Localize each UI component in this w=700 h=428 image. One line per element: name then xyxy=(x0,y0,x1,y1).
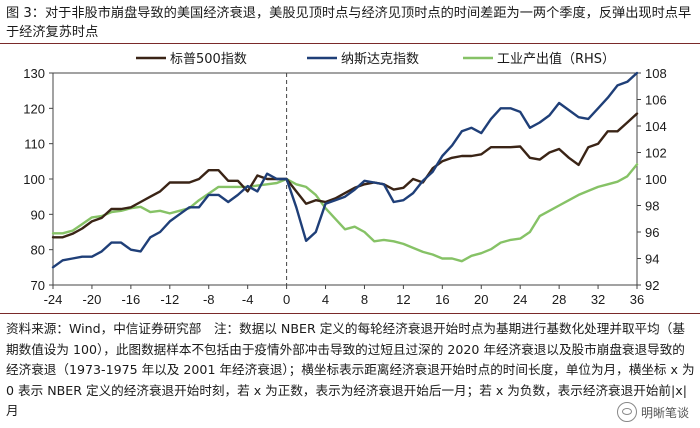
y-right-tick-label: 102 xyxy=(645,146,667,161)
x-tick-label: 20 xyxy=(474,292,488,307)
y-left-tick-label: 120 xyxy=(23,101,45,116)
x-tick-label: -16 xyxy=(121,292,140,307)
y-left-tick-label: 100 xyxy=(23,172,45,187)
y-right-tick-label: 98 xyxy=(645,199,659,214)
x-tick-label: -12 xyxy=(160,292,179,307)
y-left-tick-label: 90 xyxy=(31,207,45,222)
y-left-tick-label: 130 xyxy=(23,66,45,81)
plot-frame xyxy=(52,72,638,286)
x-tick-label: 32 xyxy=(591,292,605,307)
x-tick-label: 16 xyxy=(435,292,449,307)
y-left-tick-label: 110 xyxy=(24,137,45,152)
figure-title: 图 3：对于非股市崩盘导致的美国经济衰退，美股见顶时点与经济见顶时点的时间差距为… xyxy=(6,6,692,40)
watermark: 明晰笔谈 xyxy=(613,402,692,422)
x-tick-label: -4 xyxy=(242,292,254,307)
y-right-tick-label: 100 xyxy=(645,172,667,187)
note-divider xyxy=(0,313,700,314)
y-right-tick-label: 106 xyxy=(645,93,667,108)
x-tick-label: 4 xyxy=(322,292,329,307)
y-right-tick-label: 96 xyxy=(645,225,659,240)
line-chart: -24 -20 -16 -12 -8 -4 0 4 8 12 16 20 24 28 32 36 70 80 90 1… xyxy=(23,51,667,307)
title-divider xyxy=(0,43,700,44)
source-note: 资料来源：Wind，中信证券研究部 注：数据以 NBER 定义的每轮经济衰退开始… xyxy=(6,321,695,418)
y-left-tick-label: 80 xyxy=(31,243,45,258)
y-right-tick-label: 92 xyxy=(645,278,659,293)
y-left-tick-label: 70 xyxy=(31,278,45,293)
x-tick-label: 0 xyxy=(283,292,290,307)
x-tick-label: 8 xyxy=(361,292,368,307)
y-right-tick-label: 94 xyxy=(645,252,659,267)
wechat-icon xyxy=(616,402,637,422)
x-tick-label: 24 xyxy=(513,292,527,307)
y-right-tick-label: 104 xyxy=(645,119,667,134)
nasdaq-line xyxy=(51,71,639,269)
x-tick-label: 28 xyxy=(552,292,566,307)
sp500-line xyxy=(51,112,639,239)
x-tick-label: -8 xyxy=(203,292,215,307)
legend-label: 标普500指数 xyxy=(170,52,247,67)
watermark-text: 明晰笔谈 xyxy=(640,405,689,420)
industrial-output-line xyxy=(51,163,639,263)
x-tick-label: 36 xyxy=(630,292,644,307)
legend-label: 纳斯达克指数 xyxy=(341,52,419,67)
x-tick-label: -20 xyxy=(83,292,102,307)
x-tick-label: -24 xyxy=(44,292,63,307)
y-right-tick-label: 108 xyxy=(645,66,667,81)
x-tick-label: 12 xyxy=(396,292,410,307)
legend-label: 工业产出值（RHS） xyxy=(497,51,615,67)
